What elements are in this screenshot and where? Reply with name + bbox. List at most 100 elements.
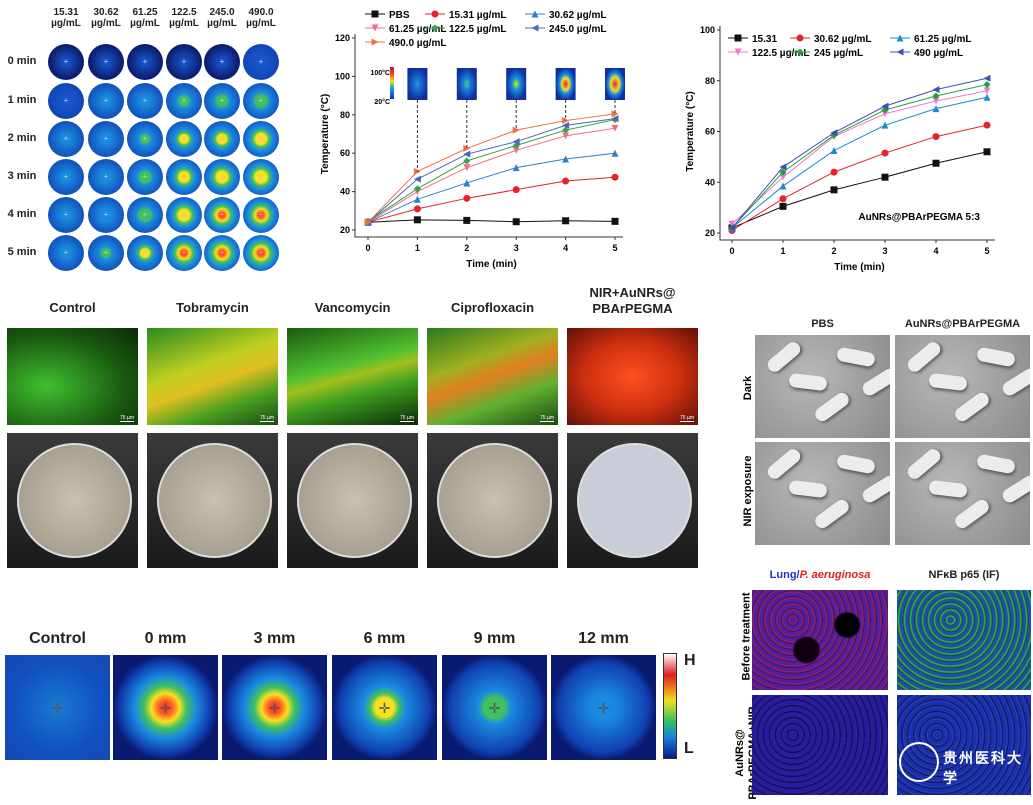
data-point	[932, 133, 940, 141]
series-6	[364, 110, 619, 226]
crosshair-icon: +	[181, 57, 187, 66]
data-point	[413, 216, 421, 224]
thermal-image: ✛	[551, 655, 656, 760]
petri-dish-photo	[7, 433, 138, 568]
series-line	[731, 90, 988, 225]
data-point	[371, 24, 379, 32]
thermal-image: +	[88, 44, 124, 80]
thermal-image: +	[166, 159, 202, 195]
inset-thermal-image	[555, 68, 576, 100]
bacterium-cell	[836, 453, 876, 475]
thermal-image: ✛	[442, 655, 547, 760]
thermal-image: +	[243, 121, 279, 157]
data-point	[796, 34, 804, 42]
series-line	[367, 119, 616, 222]
bacterium-cell	[928, 372, 968, 392]
crosshair-icon: +	[258, 134, 264, 143]
crosshair-icon: +	[103, 172, 109, 181]
sem-image	[755, 442, 890, 545]
bacterium-cell	[1000, 365, 1030, 399]
x-tick-label: 4	[933, 246, 938, 256]
thermal-image: +	[204, 83, 240, 119]
row-label-time: 3 min	[7, 170, 37, 182]
y-axis-label: Temperature (°C)	[320, 94, 331, 175]
data-point	[779, 195, 787, 203]
concentration-unit: µg/mL	[130, 18, 160, 29]
fluorescence-image: 75 µm	[147, 328, 278, 425]
data-point	[896, 48, 904, 56]
inset-bottom-label: 20°C	[374, 98, 390, 106]
temperature-chart-aunrs: 0 1 2 3 4 5 20 40 60 80 100 Time (min) Temperature (…	[685, 25, 995, 273]
crosshair-icon: ✛	[597, 699, 610, 716]
inset-thermal-image	[407, 68, 428, 100]
thermal-image: +	[127, 44, 163, 80]
thermal-image: +	[166, 44, 202, 80]
bacterium-cell	[1000, 472, 1030, 506]
group-label: Vancomycin	[314, 300, 391, 315]
crosshair-icon: +	[103, 57, 109, 66]
y-tick-label: 100	[335, 71, 350, 81]
column-label: 15.31 µg/mL	[41, 7, 91, 29]
x-tick-label: 2	[831, 246, 836, 256]
data-point	[779, 182, 787, 190]
crosshair-icon: +	[142, 172, 148, 181]
data-point	[932, 159, 940, 167]
data-point	[881, 121, 889, 129]
data-point	[413, 205, 421, 213]
series-line	[367, 113, 616, 223]
thermal-image: ✛	[113, 655, 218, 760]
fluorescence-image: 75 µm	[287, 328, 418, 425]
concentration-unit: µg/mL	[91, 18, 121, 29]
data-point	[830, 168, 838, 176]
data-point	[463, 157, 471, 165]
inset-top-label: 100°C	[370, 69, 390, 77]
data-point	[896, 34, 904, 42]
bacterium-cell	[928, 479, 968, 499]
data-point	[463, 194, 471, 202]
crosshair-icon: +	[258, 172, 264, 181]
thermal-image: +	[48, 121, 84, 157]
bacterium-cell	[788, 479, 828, 499]
thermal-image: +	[204, 197, 240, 233]
watermark-logo: 贵州医科大学	[897, 742, 1032, 787]
data-point	[796, 48, 804, 56]
row-label-time: 2 min	[7, 132, 37, 144]
legend-label: 245 µg/mL	[814, 48, 863, 59]
crosshair-icon: +	[63, 134, 69, 143]
data-point	[413, 175, 421, 183]
data-point	[779, 168, 787, 176]
petri-dish-photo	[567, 433, 698, 568]
y-tick-label: 100	[700, 25, 715, 35]
university-seal-icon	[899, 742, 939, 782]
group-label: NIR+AuNRs@ PBArPEGMA	[589, 285, 676, 316]
y-tick-label: 80	[705, 76, 715, 86]
data-point	[512, 186, 520, 194]
series-5	[364, 115, 619, 226]
y-tick-label: 120	[335, 33, 350, 43]
crosshair-icon: ✛	[268, 699, 281, 716]
group-label: Ciprofloxacin	[450, 300, 535, 315]
fluorescence-image	[752, 590, 888, 690]
data-point	[932, 97, 940, 105]
data-point	[983, 87, 991, 95]
bacterium-cell	[976, 346, 1016, 368]
scale-bar: 75 µm	[540, 415, 554, 422]
petri-dish-photo	[147, 433, 278, 568]
thermal-image: +	[204, 121, 240, 157]
concentration-value: 122.5	[171, 7, 197, 18]
axes	[354, 34, 623, 238]
data-point	[364, 218, 372, 226]
y-tick-label: 80	[340, 110, 350, 120]
data-point	[983, 121, 991, 129]
distance-label: 9 mm	[473, 630, 516, 647]
legend-label: 15.31	[752, 34, 777, 45]
data-point	[881, 173, 889, 181]
axes	[719, 26, 995, 241]
x-tick-label: 0	[729, 246, 734, 256]
series-line	[367, 127, 616, 223]
series-4	[364, 116, 619, 225]
data-point	[983, 148, 991, 156]
crosshair-icon: +	[142, 57, 148, 66]
y-tick-label: 20	[340, 225, 350, 235]
sem-image	[895, 335, 1030, 438]
